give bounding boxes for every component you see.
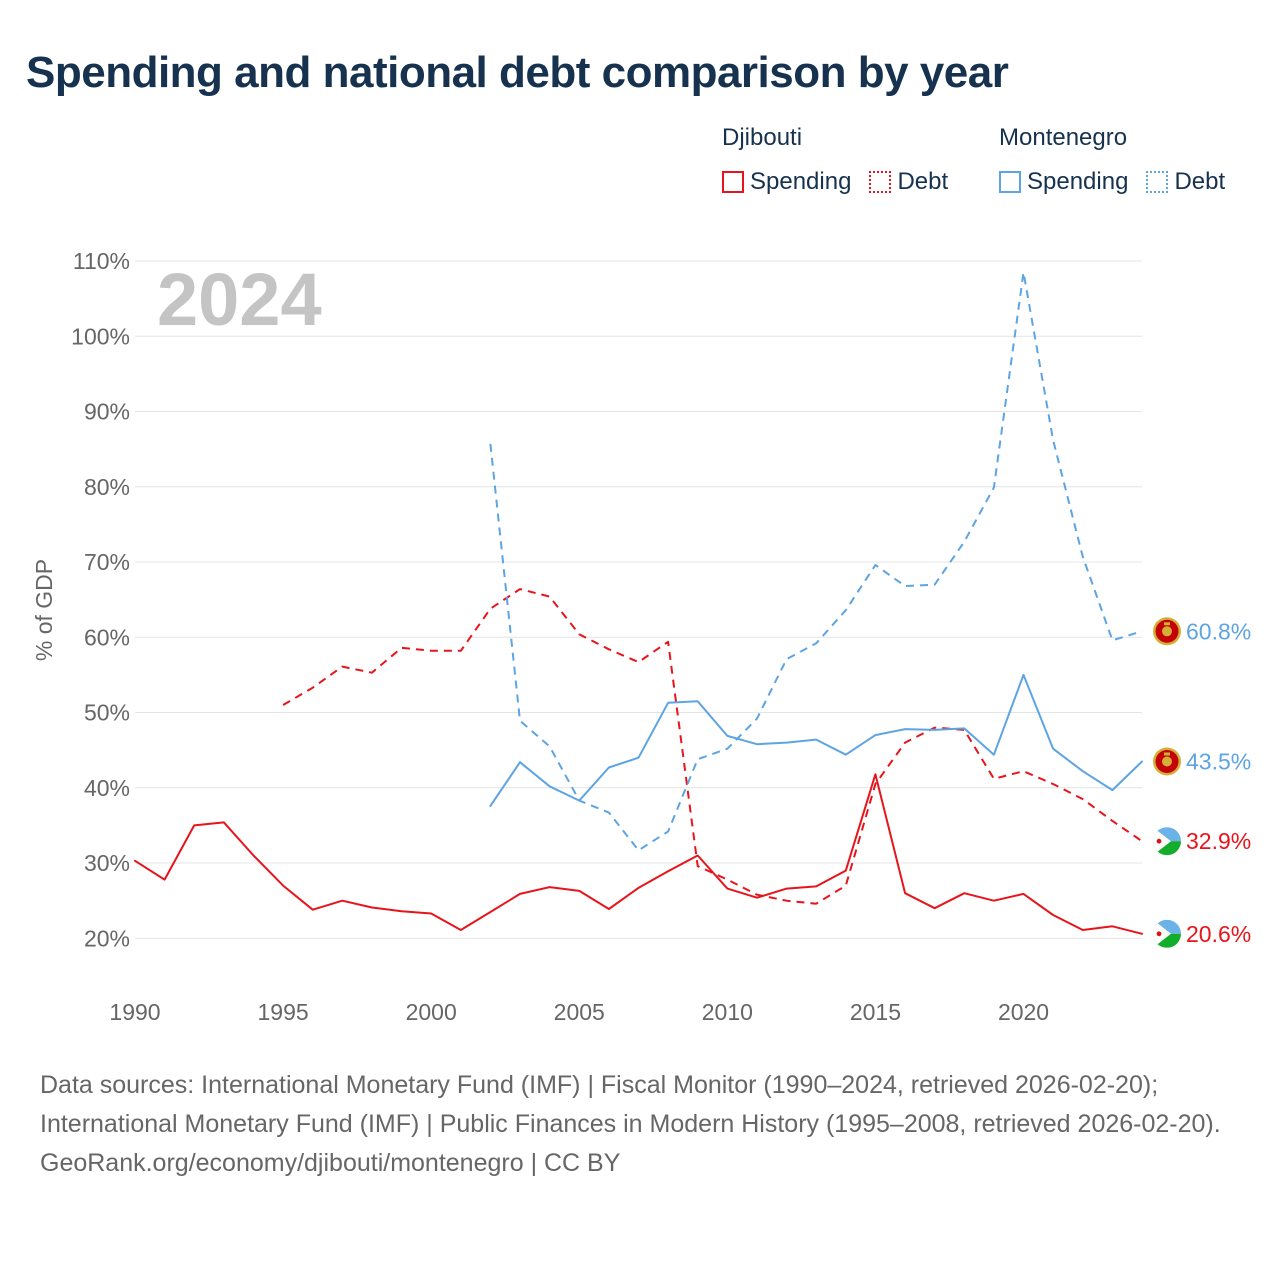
x-tick-label: 1990: [109, 999, 160, 1025]
y-tick-label: 30%: [84, 850, 130, 876]
djibouti-flag-icon: [1153, 827, 1181, 856]
series-line-montenegro-debt: [489, 271, 1143, 852]
x-tick-label: 2015: [850, 999, 901, 1025]
y-tick-label: 60%: [84, 624, 130, 650]
y-tick-label: 20%: [84, 925, 130, 951]
chart-title: Spending and national debt comparison by…: [26, 48, 1009, 97]
legend-montenegro: Montenegro Spending Debt: [999, 124, 1225, 196]
y-tick-label: 80%: [84, 474, 130, 500]
legend-item-label: Spending: [750, 168, 852, 195]
x-tick-label: 2000: [406, 999, 457, 1025]
solid-line-swatch-icon: [999, 171, 1021, 193]
end-value-label: 60.8%: [1186, 618, 1251, 644]
x-tick-label: 2005: [554, 999, 605, 1025]
end-value-label: 32.9%: [1186, 828, 1251, 854]
montenegro-flag-icon: [1153, 617, 1181, 646]
legend-country-label: Montenegro: [999, 124, 1128, 151]
footer: Data sources: International Monetary Fun…: [40, 1066, 1240, 1183]
x-tick-label: 1995: [258, 999, 309, 1025]
attribution-link[interactable]: GeoRank.org/economy/djibouti/montenegro …: [40, 1149, 621, 1177]
data-sources: Data sources: International Monetary Fun…: [40, 1071, 1221, 1138]
x-tick-label: 2010: [702, 999, 753, 1025]
end-value-label: 43.5%: [1186, 748, 1251, 774]
y-tick-label: 90%: [84, 399, 130, 425]
y-tick-label: 50%: [84, 700, 130, 726]
dotted-line-swatch-icon: [869, 171, 892, 193]
x-tick-label: 2020: [998, 999, 1049, 1025]
legend-item-djibouti-spending[interactable]: Spending: [722, 168, 851, 196]
dotted-line-swatch-icon: [1146, 171, 1169, 193]
legend-country-label: Djibouti: [722, 124, 803, 151]
djibouti-flag-icon: [1153, 919, 1181, 948]
year-label: 2024: [157, 258, 322, 341]
y-tick-label: 70%: [84, 549, 130, 575]
legend-item-label: Debt: [1174, 168, 1226, 195]
series-line-montenegro-spending: [489, 673, 1143, 807]
legend-djibouti: Djibouti Spending Debt: [722, 124, 948, 196]
end-value-label: 20.6%: [1186, 921, 1251, 947]
legend-item-label: Debt: [897, 168, 949, 195]
y-tick-label: 40%: [84, 775, 130, 801]
legend-item-label: Spending: [1027, 168, 1129, 195]
series-line-djibouti-spending: [134, 773, 1143, 935]
y-axis-label: % of GDP: [31, 559, 57, 661]
montenegro-flag-icon: [1153, 747, 1181, 776]
legend-item-montenegro-spending[interactable]: Spending: [999, 168, 1128, 196]
legend-item-djibouti-debt[interactable]: Debt: [869, 168, 948, 196]
y-tick-label: 100%: [71, 323, 130, 349]
solid-line-swatch-icon: [722, 171, 744, 193]
line-chart: 20% 30% 40% 50% 60% 70% 80% 90% 100% 110% 1990 1995…: [31, 248, 1251, 1025]
series-line-djibouti-debt: [282, 588, 1143, 905]
y-tick-label: 110%: [73, 248, 130, 274]
legend-item-montenegro-debt[interactable]: Debt: [1146, 168, 1225, 196]
